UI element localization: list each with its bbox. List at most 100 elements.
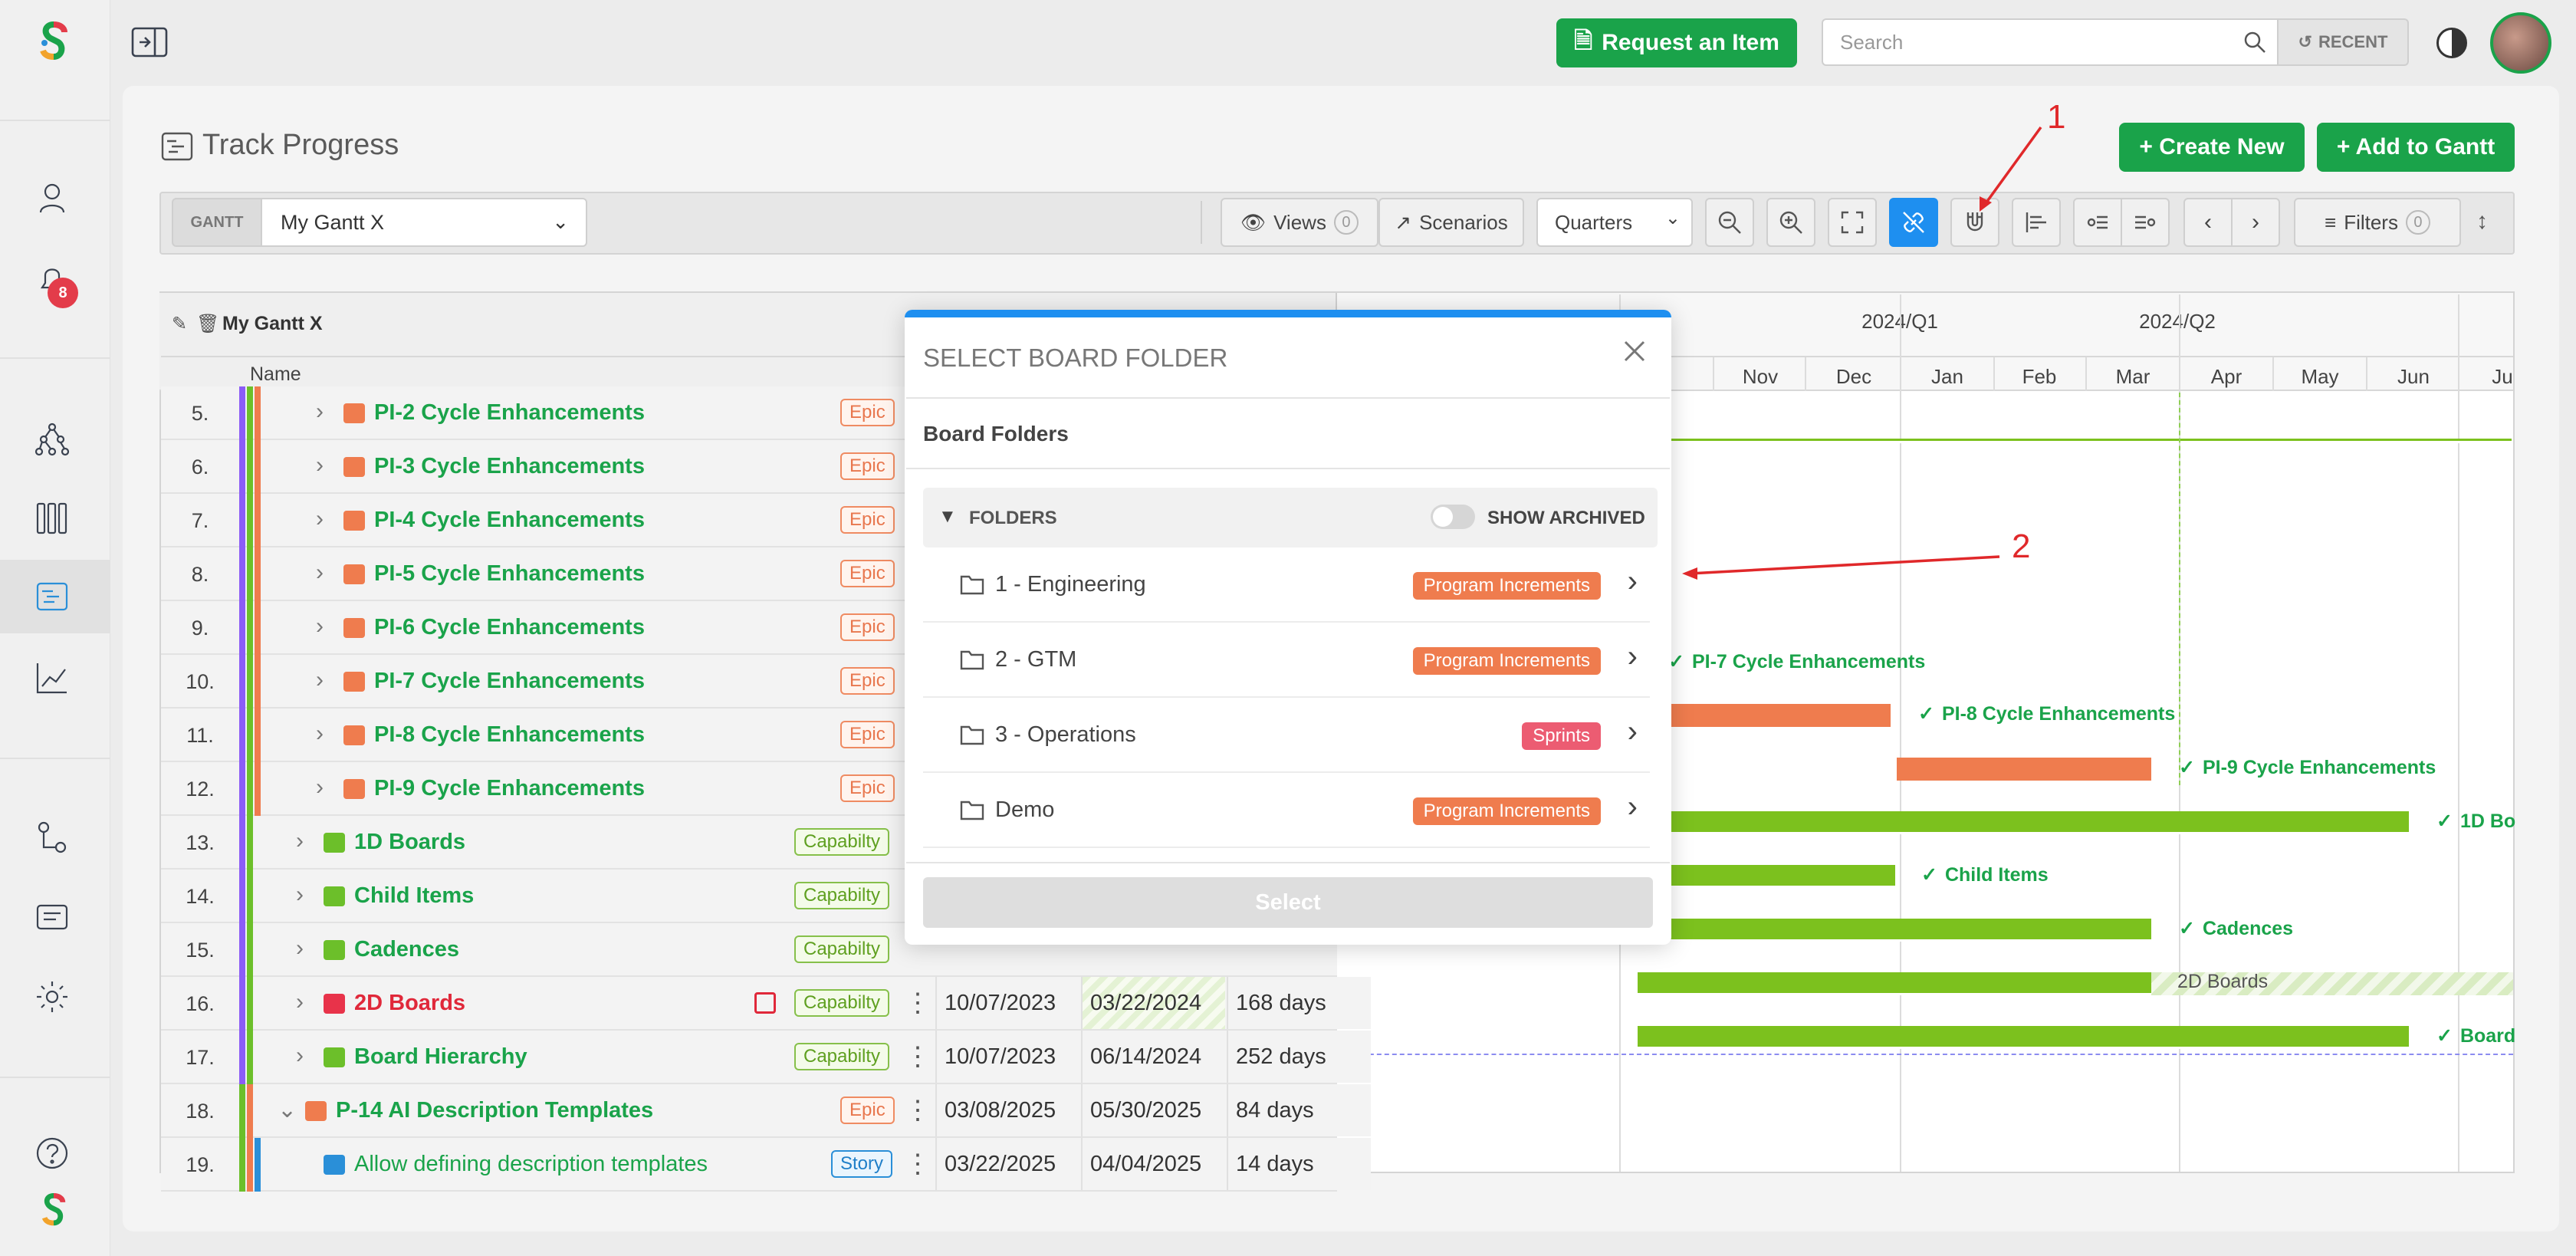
item-name-link[interactable]: Allow defining description templates xyxy=(354,1152,708,1176)
edit-icon[interactable]: ✎ xyxy=(172,314,188,334)
workflow-icon[interactable] xyxy=(31,816,74,859)
chevron-right-icon[interactable]: › xyxy=(316,560,324,585)
gear-icon[interactable] xyxy=(31,975,74,1018)
recent-button[interactable]: ↺ RECENT xyxy=(2279,18,2409,66)
theme-toggle-icon[interactable] xyxy=(2436,28,2467,58)
help-icon[interactable] xyxy=(31,1132,74,1175)
date-cell-end[interactable]: 04/04/2025 xyxy=(1090,1152,1202,1176)
summary-bar[interactable] xyxy=(1671,439,2512,443)
item-name-link[interactable]: Board Hierarchy xyxy=(354,1044,527,1069)
item-name-link[interactable]: PI-6 Cycle Enhancements xyxy=(374,615,645,640)
select-button[interactable]: Select xyxy=(923,877,1653,928)
item-name-link[interactable]: PI-2 Cycle Enhancements xyxy=(374,400,645,425)
message-icon[interactable] xyxy=(31,896,74,939)
scenarios-button[interactable]: ↗ Scenarios xyxy=(1378,198,1524,247)
date-cell-duration[interactable]: 84 days xyxy=(1236,1098,1314,1123)
gantt-select[interactable]: My Gantt X ⌄ xyxy=(262,198,587,247)
folder-row[interactable]: 1 - Engineering Program Increments › xyxy=(923,547,1650,623)
chevron-right-icon[interactable]: › xyxy=(296,989,304,1014)
chevron-right-icon[interactable]: › xyxy=(316,774,324,800)
chevron-right-icon[interactable]: › xyxy=(316,506,324,531)
date-cell-duration[interactable]: 14 days xyxy=(1236,1152,1314,1176)
chevron-right-icon[interactable]: › xyxy=(316,613,324,639)
expand-rows-button[interactable] xyxy=(2121,198,2170,247)
date-cell-duration[interactable]: 252 days xyxy=(1236,1044,1326,1069)
date-cell-end[interactable]: 06/14/2024 xyxy=(1090,1044,1202,1069)
chevron-right-icon[interactable]: › xyxy=(316,452,324,478)
chevron-right-icon[interactable]: › xyxy=(296,882,304,907)
add-to-gantt-button[interactable]: + Add to Gantt xyxy=(2317,123,2515,172)
collapse-rows-button[interactable] xyxy=(2073,198,2122,247)
user-icon[interactable] xyxy=(31,176,74,219)
folder-row[interactable]: Demo Program Increments › xyxy=(923,773,1650,848)
request-item-button[interactable]: 🗎 Request an Item xyxy=(1556,18,1797,67)
date-cell-end[interactable]: 03/22/2024 xyxy=(1090,991,1202,1015)
date-cell-duration[interactable]: 168 days xyxy=(1236,991,1326,1015)
search-input[interactable]: Search xyxy=(1822,18,2279,66)
item-name-link[interactable]: PI-7 Cycle Enhancements xyxy=(374,669,645,693)
date-cell-start[interactable]: 10/07/2023 xyxy=(945,1044,1056,1069)
dependencies-toggle-button[interactable] xyxy=(1889,198,1938,247)
item-name-link[interactable]: P-14 AI Description Templates xyxy=(336,1098,654,1123)
scroll-right-button[interactable]: › xyxy=(2231,198,2280,247)
table-row[interactable]: 16. › 2D Boards Capabilty ⋮ 10/07/2023 03/22/2… xyxy=(161,977,1371,1031)
views-button[interactable]: 👁 Views 0 xyxy=(1221,198,1378,247)
item-name-link[interactable]: PI-5 Cycle Enhancements xyxy=(374,561,645,586)
2d-boards-bar[interactable] xyxy=(1638,972,2151,995)
chevron-right-icon[interactable]: › xyxy=(1627,564,1638,598)
chevron-right-icon[interactable]: › xyxy=(296,1043,304,1068)
table-row[interactable]: 17. › Board Hierarchy Capabilty ⋮ 10/07/2023 0… xyxy=(161,1031,1371,1084)
zoom-in-button[interactable] xyxy=(1766,198,1815,247)
date-cell-start[interactable]: 03/22/2025 xyxy=(945,1152,1056,1176)
item-name-link[interactable]: 2D Boards xyxy=(354,991,466,1015)
chevron-right-icon[interactable]: › xyxy=(1627,790,1638,824)
item-name-link[interactable]: PI-8 Cycle Enhancements xyxy=(374,722,645,747)
chevron-right-icon[interactable]: › xyxy=(296,828,304,853)
caret-down-icon[interactable]: ▼ xyxy=(938,506,957,527)
chevron-down-icon[interactable]: ⌄ xyxy=(278,1097,297,1123)
table-row[interactable]: 19. Allow defining description templates S… xyxy=(161,1138,1371,1192)
item-name-link[interactable]: 1D Boards xyxy=(354,830,466,854)
chevron-right-icon[interactable]: › xyxy=(296,935,304,961)
chevron-right-icon[interactable]: › xyxy=(1627,640,1638,673)
align-left-button[interactable] xyxy=(2012,198,2061,247)
chevron-right-icon[interactable]: › xyxy=(316,721,324,746)
date-cell-start[interactable]: 03/08/2025 xyxy=(945,1098,1056,1123)
hierarchy-icon[interactable] xyxy=(31,417,74,460)
pi8-bar[interactable] xyxy=(1671,704,1891,727)
row-menu-icon[interactable]: ⋮ xyxy=(905,1042,931,1071)
chevron-right-icon[interactable]: › xyxy=(316,399,324,424)
collapse-sidebar-icon[interactable] xyxy=(130,26,169,58)
item-name-link[interactable]: PI-4 Cycle Enhancements xyxy=(374,508,645,532)
chevron-right-icon[interactable]: › xyxy=(1627,715,1638,748)
trash-icon[interactable]: 🗑 xyxy=(196,314,220,334)
show-archived-toggle[interactable] xyxy=(1431,505,1475,529)
row-menu-icon[interactable]: ⋮ xyxy=(905,1149,931,1179)
snap-magnet-button[interactable] xyxy=(1950,198,1999,247)
create-new-button[interactable]: + Create New xyxy=(2119,123,2305,172)
child-items-bar[interactable] xyxy=(1638,865,1895,888)
date-cell-start[interactable]: 10/07/2023 xyxy=(945,991,1056,1015)
board-hierarchy-bar[interactable] xyxy=(1638,1026,2409,1049)
split-handle-icon[interactable]: ↕ xyxy=(2476,209,2488,234)
cadences-bar[interactable] xyxy=(1638,919,2151,942)
app-logo[interactable] xyxy=(34,21,74,61)
name-column-header[interactable]: Name xyxy=(250,363,301,385)
folder-row[interactable]: 2 - GTM Program Increments › xyxy=(923,623,1650,698)
chart-icon[interactable] xyxy=(31,656,74,699)
gantt-icon[interactable] xyxy=(31,575,74,618)
fit-screen-button[interactable] xyxy=(1828,198,1877,247)
zoom-out-button[interactable] xyxy=(1705,198,1754,247)
scale-select[interactable]: Quarters ⌄ xyxy=(1536,198,1693,247)
avatar[interactable] xyxy=(2490,12,2551,74)
filters-button[interactable]: ≡ Filters 0 xyxy=(2294,198,2461,247)
board-columns-icon[interactable] xyxy=(31,497,74,540)
item-name-link[interactable]: PI-9 Cycle Enhancements xyxy=(374,776,645,801)
1d-boards-bar[interactable] xyxy=(1638,811,2409,834)
pi9-bar[interactable] xyxy=(1897,758,2151,781)
row-menu-icon[interactable]: ⋮ xyxy=(905,988,931,1018)
table-row[interactable]: 18. ⌄ P-14 AI Description Templates Epic ⋮ 03… xyxy=(161,1084,1371,1138)
chevron-right-icon[interactable]: › xyxy=(316,667,324,692)
row-menu-icon[interactable]: ⋮ xyxy=(905,1096,931,1125)
item-name-link[interactable]: Child Items xyxy=(354,883,475,908)
